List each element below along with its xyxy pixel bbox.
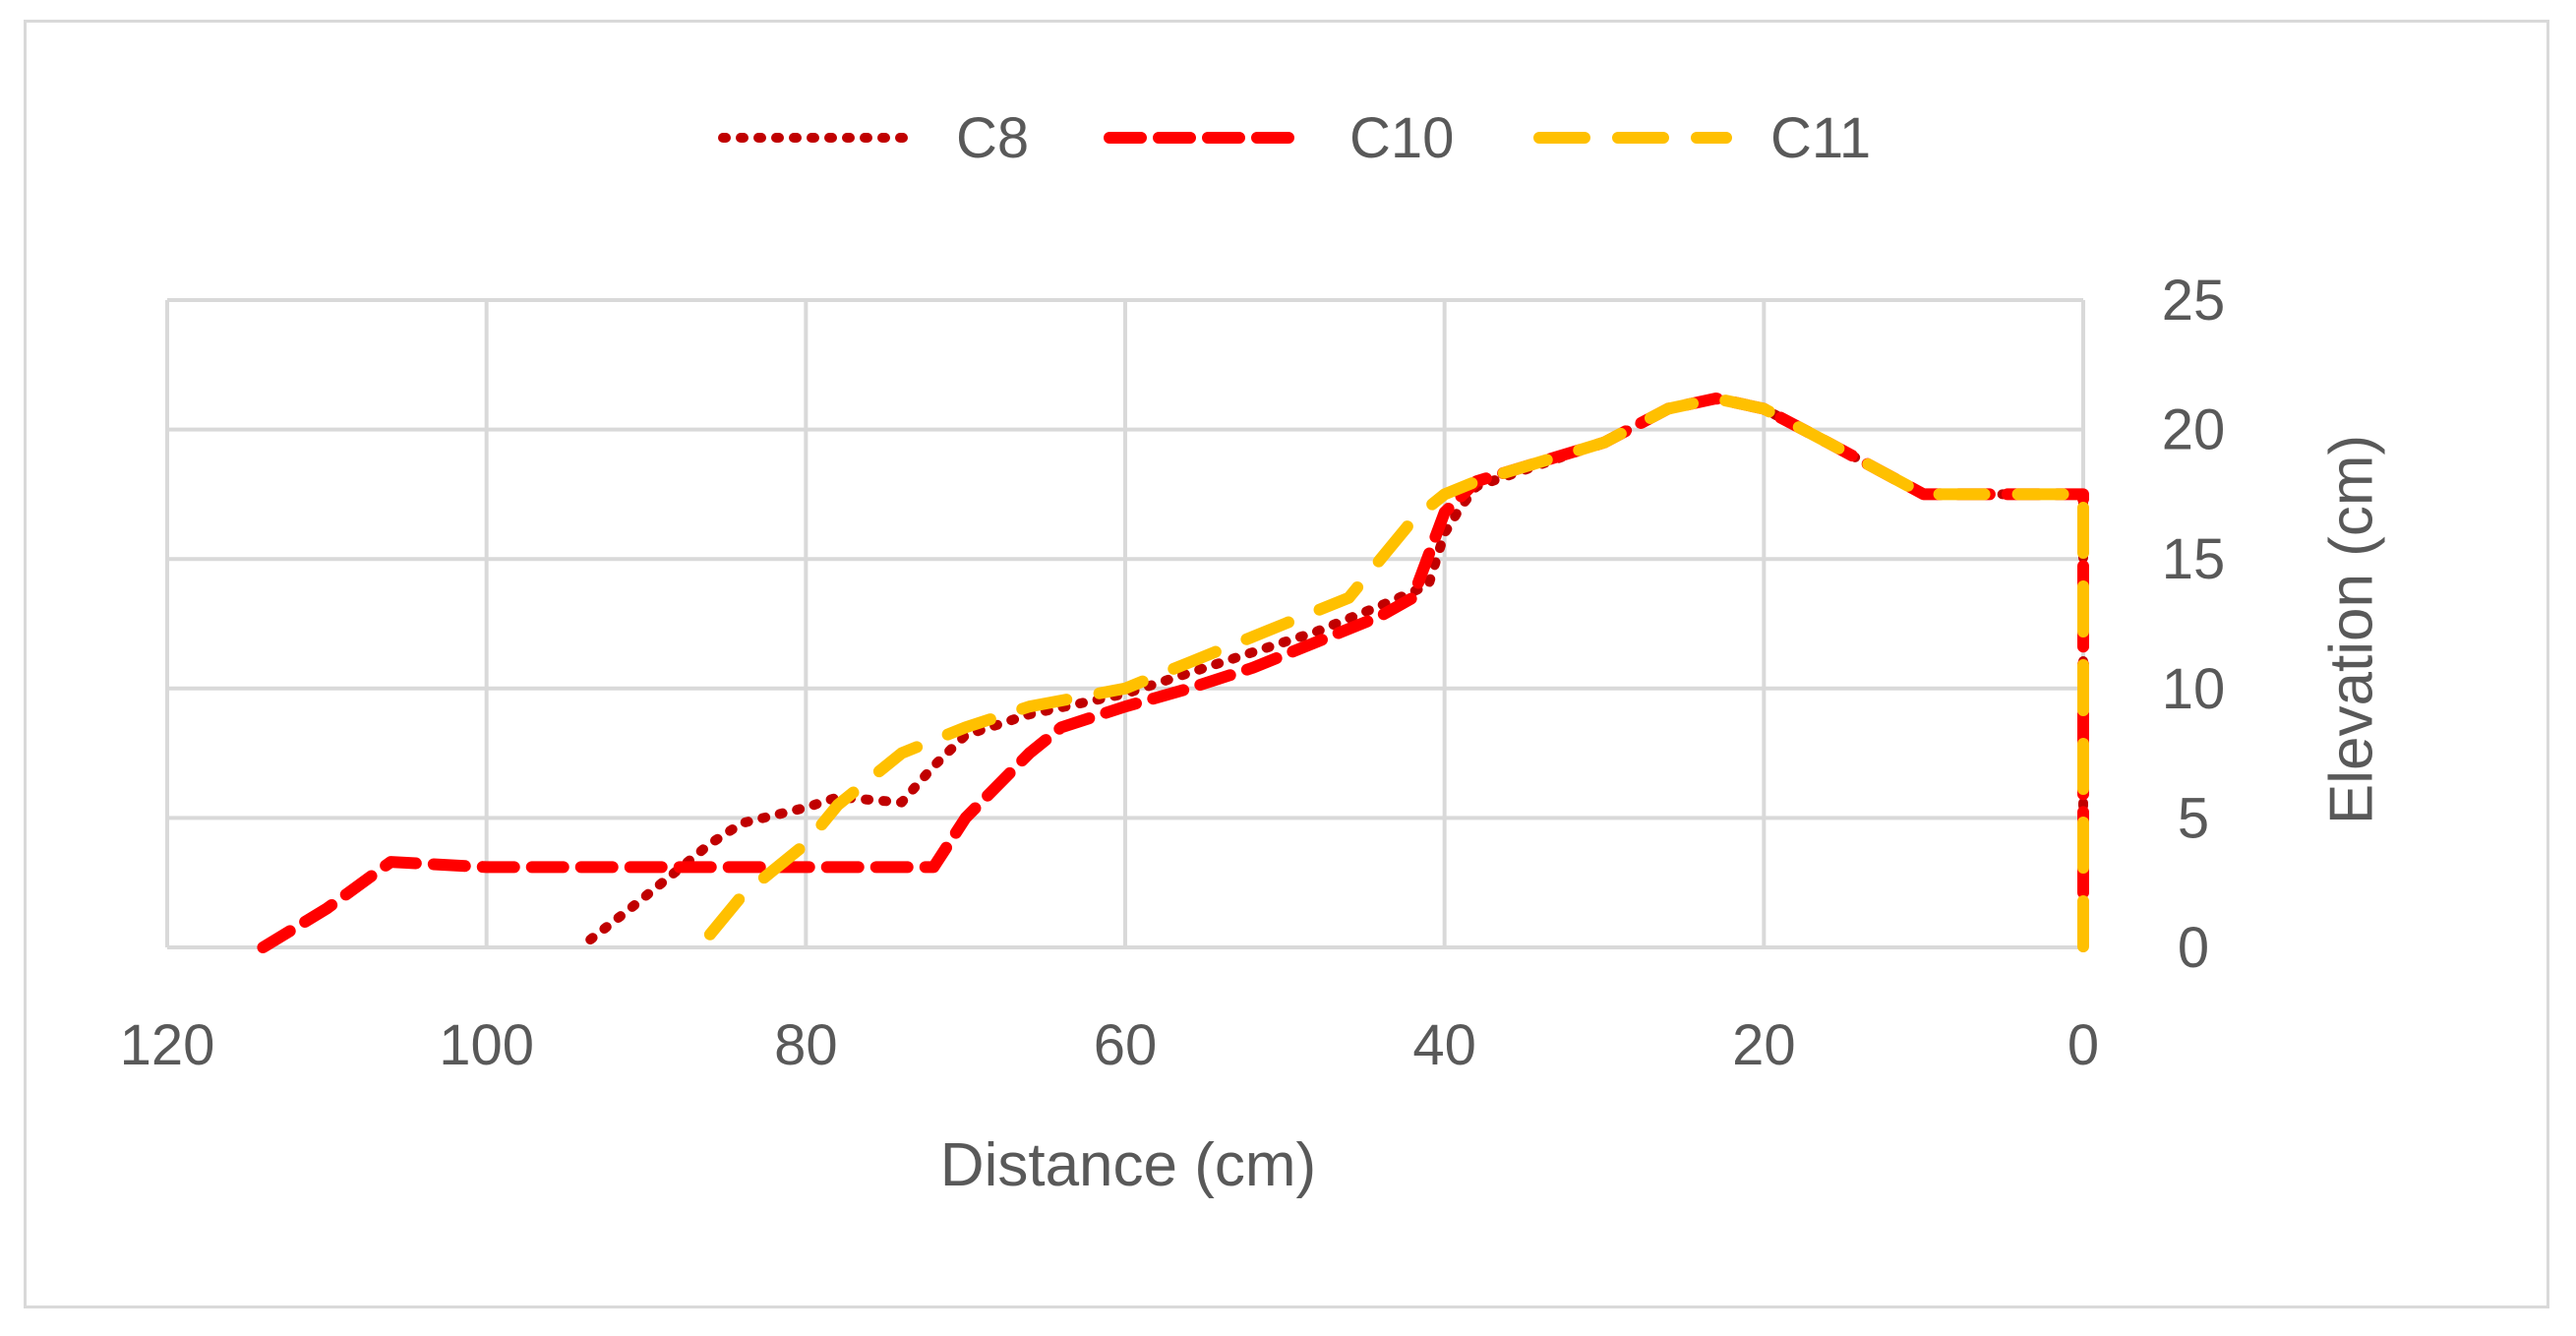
y-tick-label: 15 — [2162, 527, 2226, 591]
y-tick-label: 25 — [2162, 269, 2226, 333]
x-tick-label: 60 — [1094, 1013, 1158, 1077]
x-tick-label: 0 — [2067, 1013, 2099, 1077]
x-tick-label: 80 — [774, 1013, 838, 1077]
legend-label-c11: C11 — [1770, 106, 1871, 170]
y-axis-label: Elevation (cm) — [2317, 435, 2385, 824]
y-tick-label: 20 — [2162, 398, 2226, 462]
legend: C8 C10 C11 — [718, 106, 1871, 170]
chart-frame — [24, 20, 2549, 1308]
series-lines — [257, 393, 2089, 953]
series-line-c11 — [703, 393, 2089, 953]
x-tick-label: 120 — [120, 1013, 215, 1077]
gridlines — [165, 298, 2083, 947]
x-tick-label: 40 — [1412, 1013, 1476, 1077]
y-tick-label: 10 — [2162, 657, 2226, 721]
y-tick-label: 0 — [2178, 916, 2209, 980]
x-tick-label: 100 — [439, 1013, 534, 1077]
tick-labels: 120 100 80 60 40 20 0 0 5 10 15 20 25 — [120, 269, 2226, 1077]
x-axis-label: Distance (cm) — [940, 1131, 1316, 1199]
x-tick-label: 20 — [1732, 1013, 1796, 1077]
y-tick-label: 5 — [2178, 786, 2209, 850]
legend-label-c10: C10 — [1349, 106, 1454, 170]
legend-label-c8: C8 — [956, 106, 1029, 170]
